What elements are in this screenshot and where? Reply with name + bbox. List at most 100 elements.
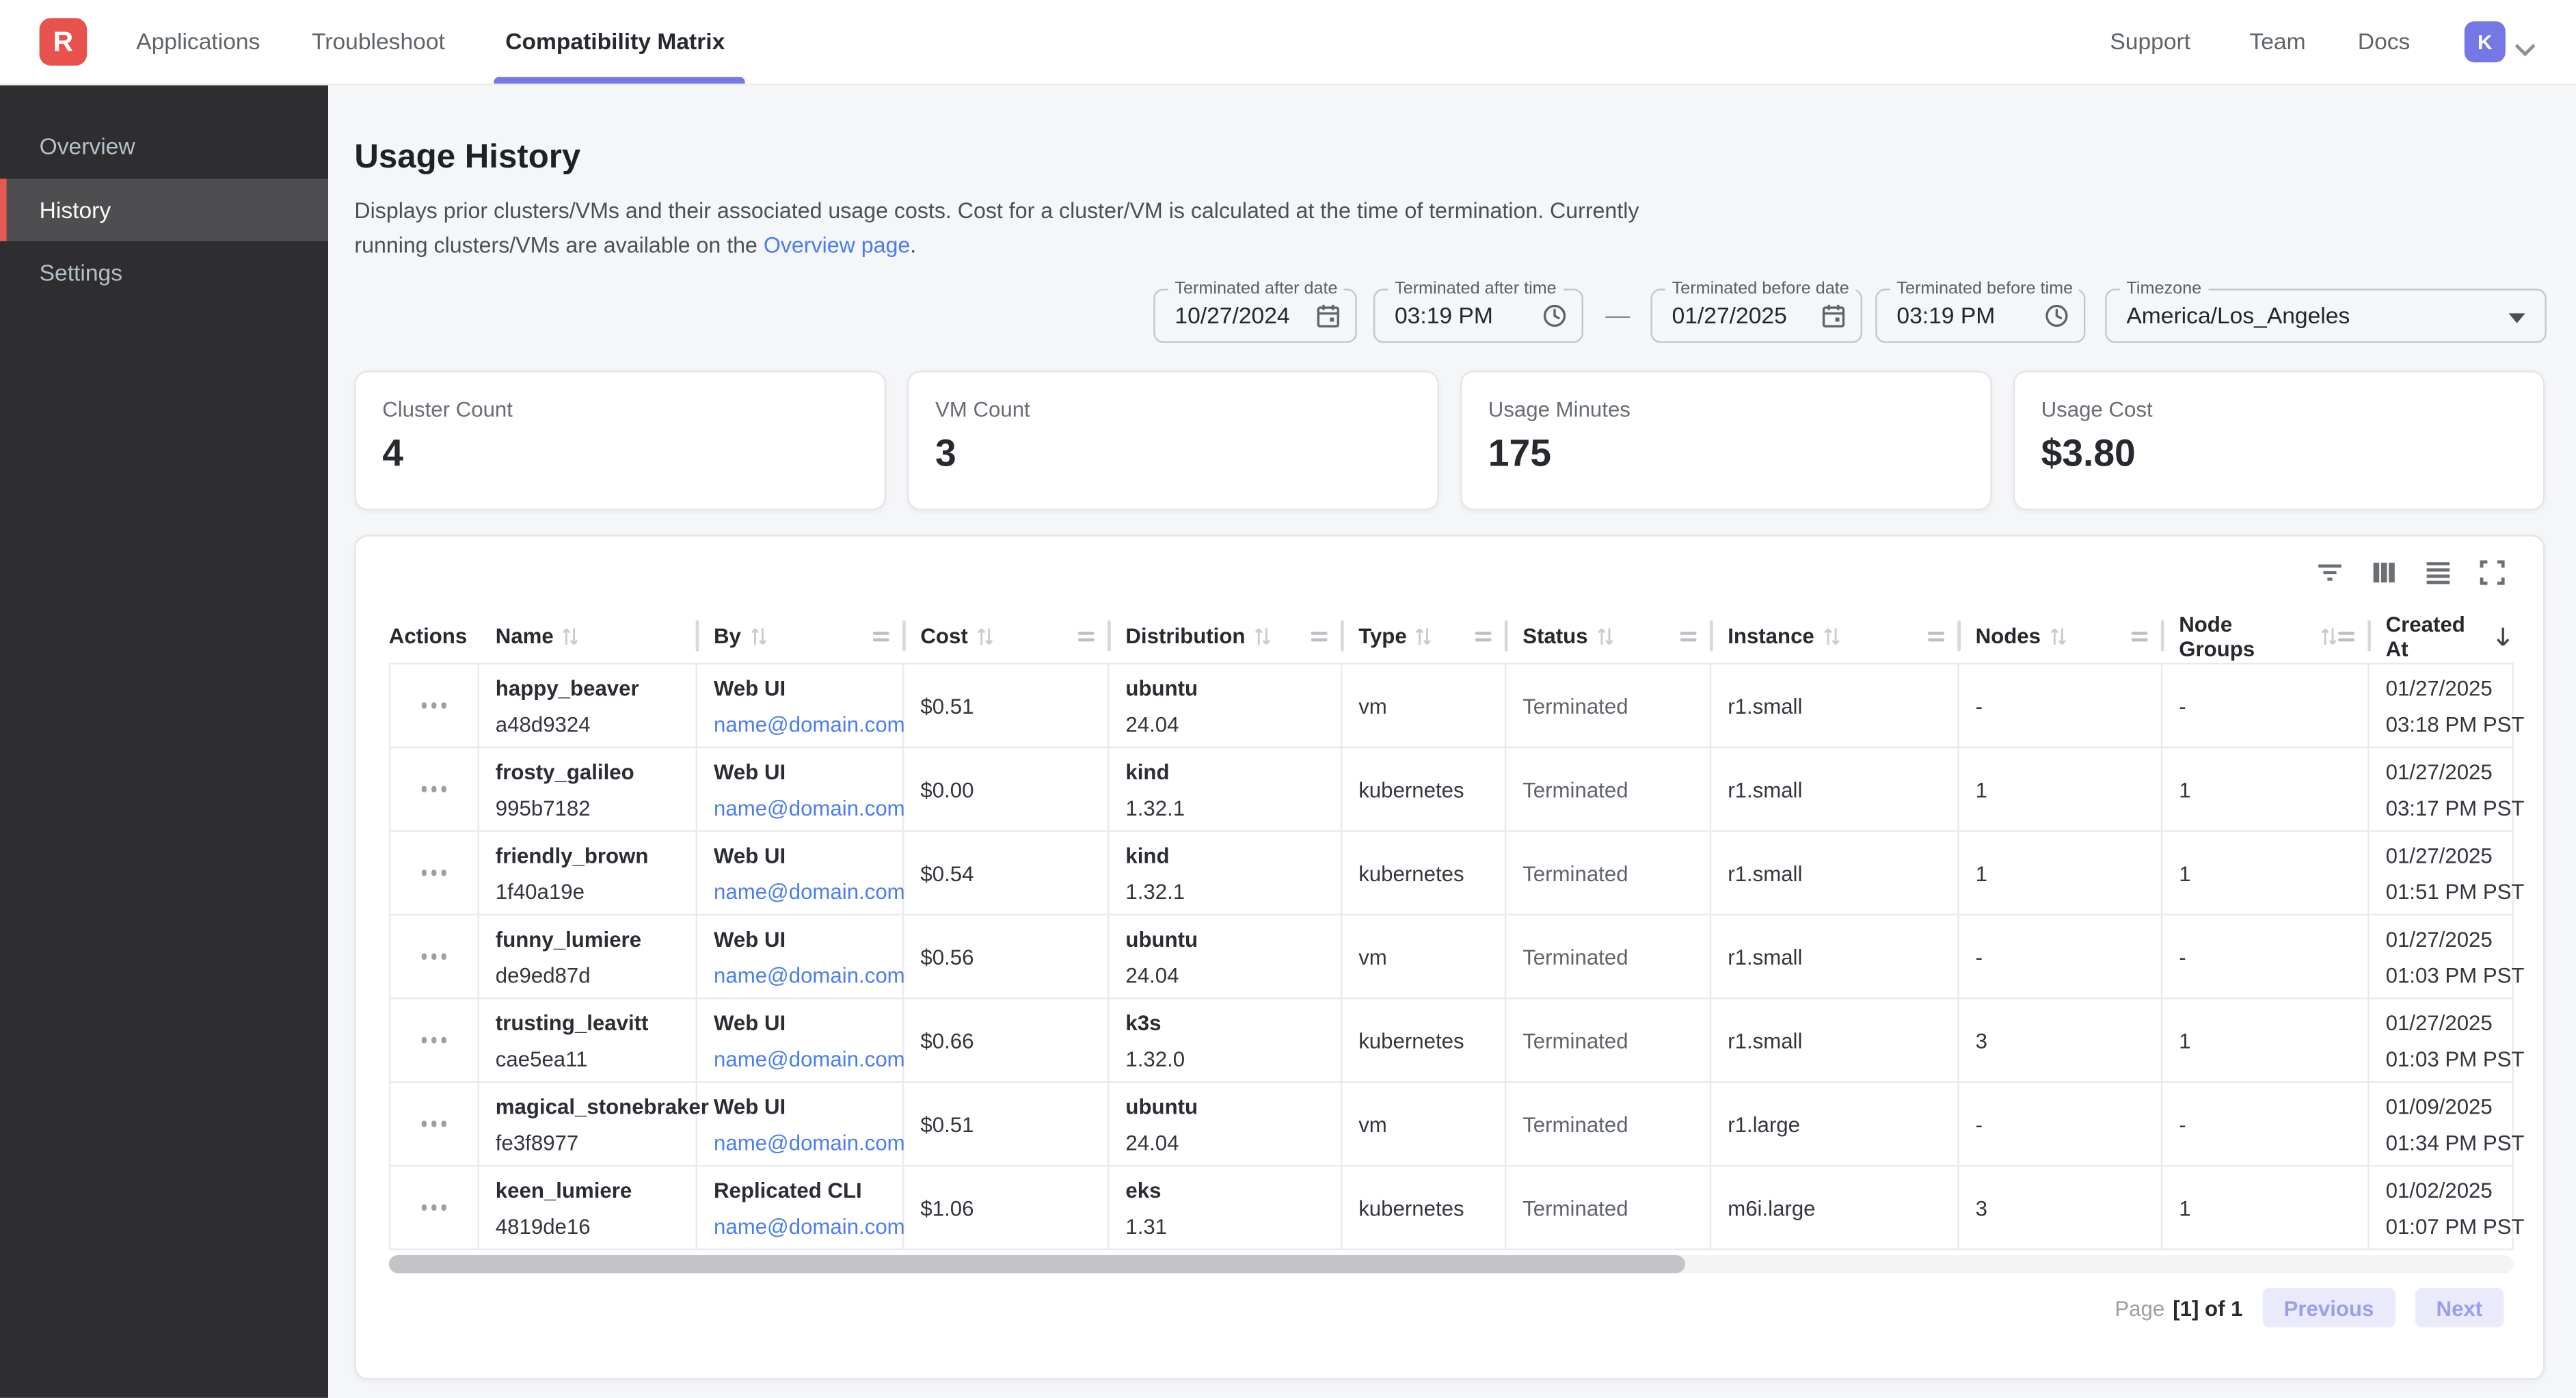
row-actions-button[interactable]	[415, 863, 453, 883]
column-header-created-at[interactable]: Created At	[2370, 608, 2514, 662]
email-link[interactable]: name@domain.com	[714, 963, 902, 987]
cell-by: Web UIname@domain.com	[697, 999, 904, 1081]
main-content: Usage History Displays prior clusters/VM…	[328, 83, 2576, 1397]
email-link[interactable]: name@domain.com	[714, 878, 902, 903]
email-link[interactable]: name@domain.com	[714, 711, 902, 736]
column-menu-icon[interactable]	[1928, 629, 1944, 642]
cell-value: r1.small	[1728, 861, 1957, 885]
sidebar-item-overview[interactable]: Overview	[0, 115, 328, 179]
row-actions-button[interactable]	[415, 780, 453, 799]
user-avatar[interactable]: K	[2465, 21, 2506, 62]
cell-value: vm	[1358, 1112, 1505, 1136]
page-label: Page	[2115, 1295, 2164, 1320]
tab-applications[interactable]: Applications	[136, 0, 260, 83]
column-header-node-groups[interactable]: Node Groups	[2162, 608, 2369, 662]
email-link[interactable]: name@domain.com	[714, 1046, 902, 1071]
cell-value: -	[2179, 1112, 2367, 1136]
cell-value: $0.51	[920, 1112, 1108, 1136]
row-actions-button[interactable]	[415, 1198, 453, 1218]
column-menu-icon[interactable]	[1078, 629, 1095, 642]
nav-link-support[interactable]: Support	[2110, 0, 2190, 83]
cell-line2: 01:03 PM PST	[2386, 963, 2512, 987]
page-indicator: [1] of 1	[2173, 1295, 2242, 1320]
table-body: happy_beavera48d9324Web UIname@domain.co…	[389, 664, 2514, 1250]
cell-line1: Web UI	[714, 759, 902, 783]
column-header-distribution[interactable]: Distribution	[1109, 608, 1342, 662]
column-header-nodes[interactable]: Nodes	[1959, 608, 2163, 662]
row-actions-button[interactable]	[415, 696, 453, 715]
calendar-icon[interactable]	[1314, 302, 1342, 338]
cell-value: -	[1976, 1112, 2161, 1136]
email-link[interactable]: name@domain.com	[714, 1213, 902, 1238]
email-link[interactable]: name@domain.com	[714, 795, 902, 820]
filter-icon[interactable]	[2315, 558, 2344, 587]
next-page-button[interactable]: Next	[2415, 1288, 2504, 1328]
email-link[interactable]: name@domain.com	[714, 1129, 902, 1154]
cell-line2: fe3f8977	[496, 1129, 696, 1154]
column-menu-icon[interactable]	[873, 629, 889, 642]
row-actions-button[interactable]	[415, 947, 453, 966]
column-label: Cost	[920, 623, 967, 648]
cell-node-groups: 1	[2162, 748, 2369, 830]
cell-line1: Web UI	[714, 1094, 902, 1118]
calendar-icon[interactable]	[1820, 302, 1848, 338]
stat-value: 4	[382, 431, 403, 476]
cell-cost: $0.54	[904, 832, 1109, 914]
sidebar-item-history[interactable]: History	[0, 179, 328, 241]
fullscreen-icon[interactable]	[2478, 558, 2507, 587]
row-actions-button[interactable]	[415, 1114, 453, 1133]
overview-page-link[interactable]: Overview page	[764, 232, 910, 257]
timezone-select[interactable]: Timezone America/Los_Angeles	[2105, 288, 2547, 342]
tab-compatibility-matrix[interactable]: Compatibility Matrix	[505, 0, 725, 83]
replicated-logo[interactable]: R	[40, 18, 88, 66]
cell-status: Terminated	[1506, 832, 1711, 914]
horizontal-scrollbar-track[interactable]	[389, 1255, 2514, 1273]
column-header-type[interactable]: Type	[1342, 608, 1506, 662]
terminated-after-date-field[interactable]: Terminated after date 10/27/2024	[1153, 288, 1357, 342]
cell-nodes: -	[1959, 915, 2163, 997]
column-menu-icon[interactable]	[2132, 629, 2148, 642]
cell-distribution: kind1.32.1	[1109, 832, 1342, 914]
clock-icon[interactable]	[2043, 302, 2071, 338]
column-menu-icon[interactable]	[2338, 629, 2354, 642]
cell-status: Terminated	[1506, 664, 1711, 747]
column-header-name[interactable]: Name	[479, 608, 697, 662]
cell-actions	[389, 999, 479, 1081]
terminated-before-time-field[interactable]: Terminated before time 03:19 PM	[1875, 288, 2085, 342]
nav-link-team[interactable]: Team	[2249, 0, 2305, 83]
horizontal-scrollbar-thumb[interactable]	[389, 1255, 1685, 1273]
column-header-status[interactable]: Status	[1506, 608, 1711, 662]
nav-link-docs[interactable]: Docs	[2358, 0, 2411, 83]
column-label: Nodes	[1976, 623, 2041, 648]
chevron-down-icon[interactable]	[2514, 36, 2537, 66]
column-menu-icon[interactable]	[1680, 629, 1697, 642]
column-menu-icon[interactable]	[1311, 629, 1328, 642]
cell-cost: $1.06	[904, 1166, 1109, 1248]
field-label: Terminated before time	[1890, 279, 2080, 299]
cell-value: Terminated	[1522, 1112, 1710, 1136]
density-icon[interactable]	[2424, 558, 2453, 587]
column-header-by[interactable]: By	[697, 608, 904, 662]
cell-nodes: -	[1959, 1083, 2163, 1165]
previous-page-button[interactable]: Previous	[2262, 1288, 2395, 1328]
cell-line1: kind	[1125, 759, 1340, 783]
cell-actions	[389, 1166, 479, 1248]
cell-line1: eks	[1125, 1177, 1340, 1202]
column-header-cost[interactable]: Cost	[904, 608, 1109, 662]
cell-nodes: -	[1959, 664, 2163, 747]
sidebar-item-settings[interactable]: Settings	[0, 241, 328, 306]
terminated-after-time-field[interactable]: Terminated after time 03:19 PM	[1373, 288, 1583, 342]
tab-troubleshoot[interactable]: Troubleshoot	[312, 0, 445, 83]
row-actions-button[interactable]	[415, 1031, 453, 1050]
cell-line2: a48d9324	[496, 711, 696, 736]
stat-label: Usage Cost	[2041, 397, 2153, 422]
columns-icon[interactable]	[2370, 558, 2399, 587]
cell-instance: r1.small	[1711, 664, 1959, 747]
cell-line2: 03:18 PM PST	[2386, 711, 2512, 736]
column-menu-icon[interactable]	[1475, 629, 1492, 642]
terminated-before-date-field[interactable]: Terminated before date 01/27/2025	[1650, 288, 1862, 342]
cell-value: 1	[2179, 777, 2367, 801]
column-header-instance[interactable]: Instance	[1711, 608, 1959, 662]
cell-line2: 1.32.1	[1125, 795, 1340, 820]
clock-icon[interactable]	[1541, 302, 1569, 338]
